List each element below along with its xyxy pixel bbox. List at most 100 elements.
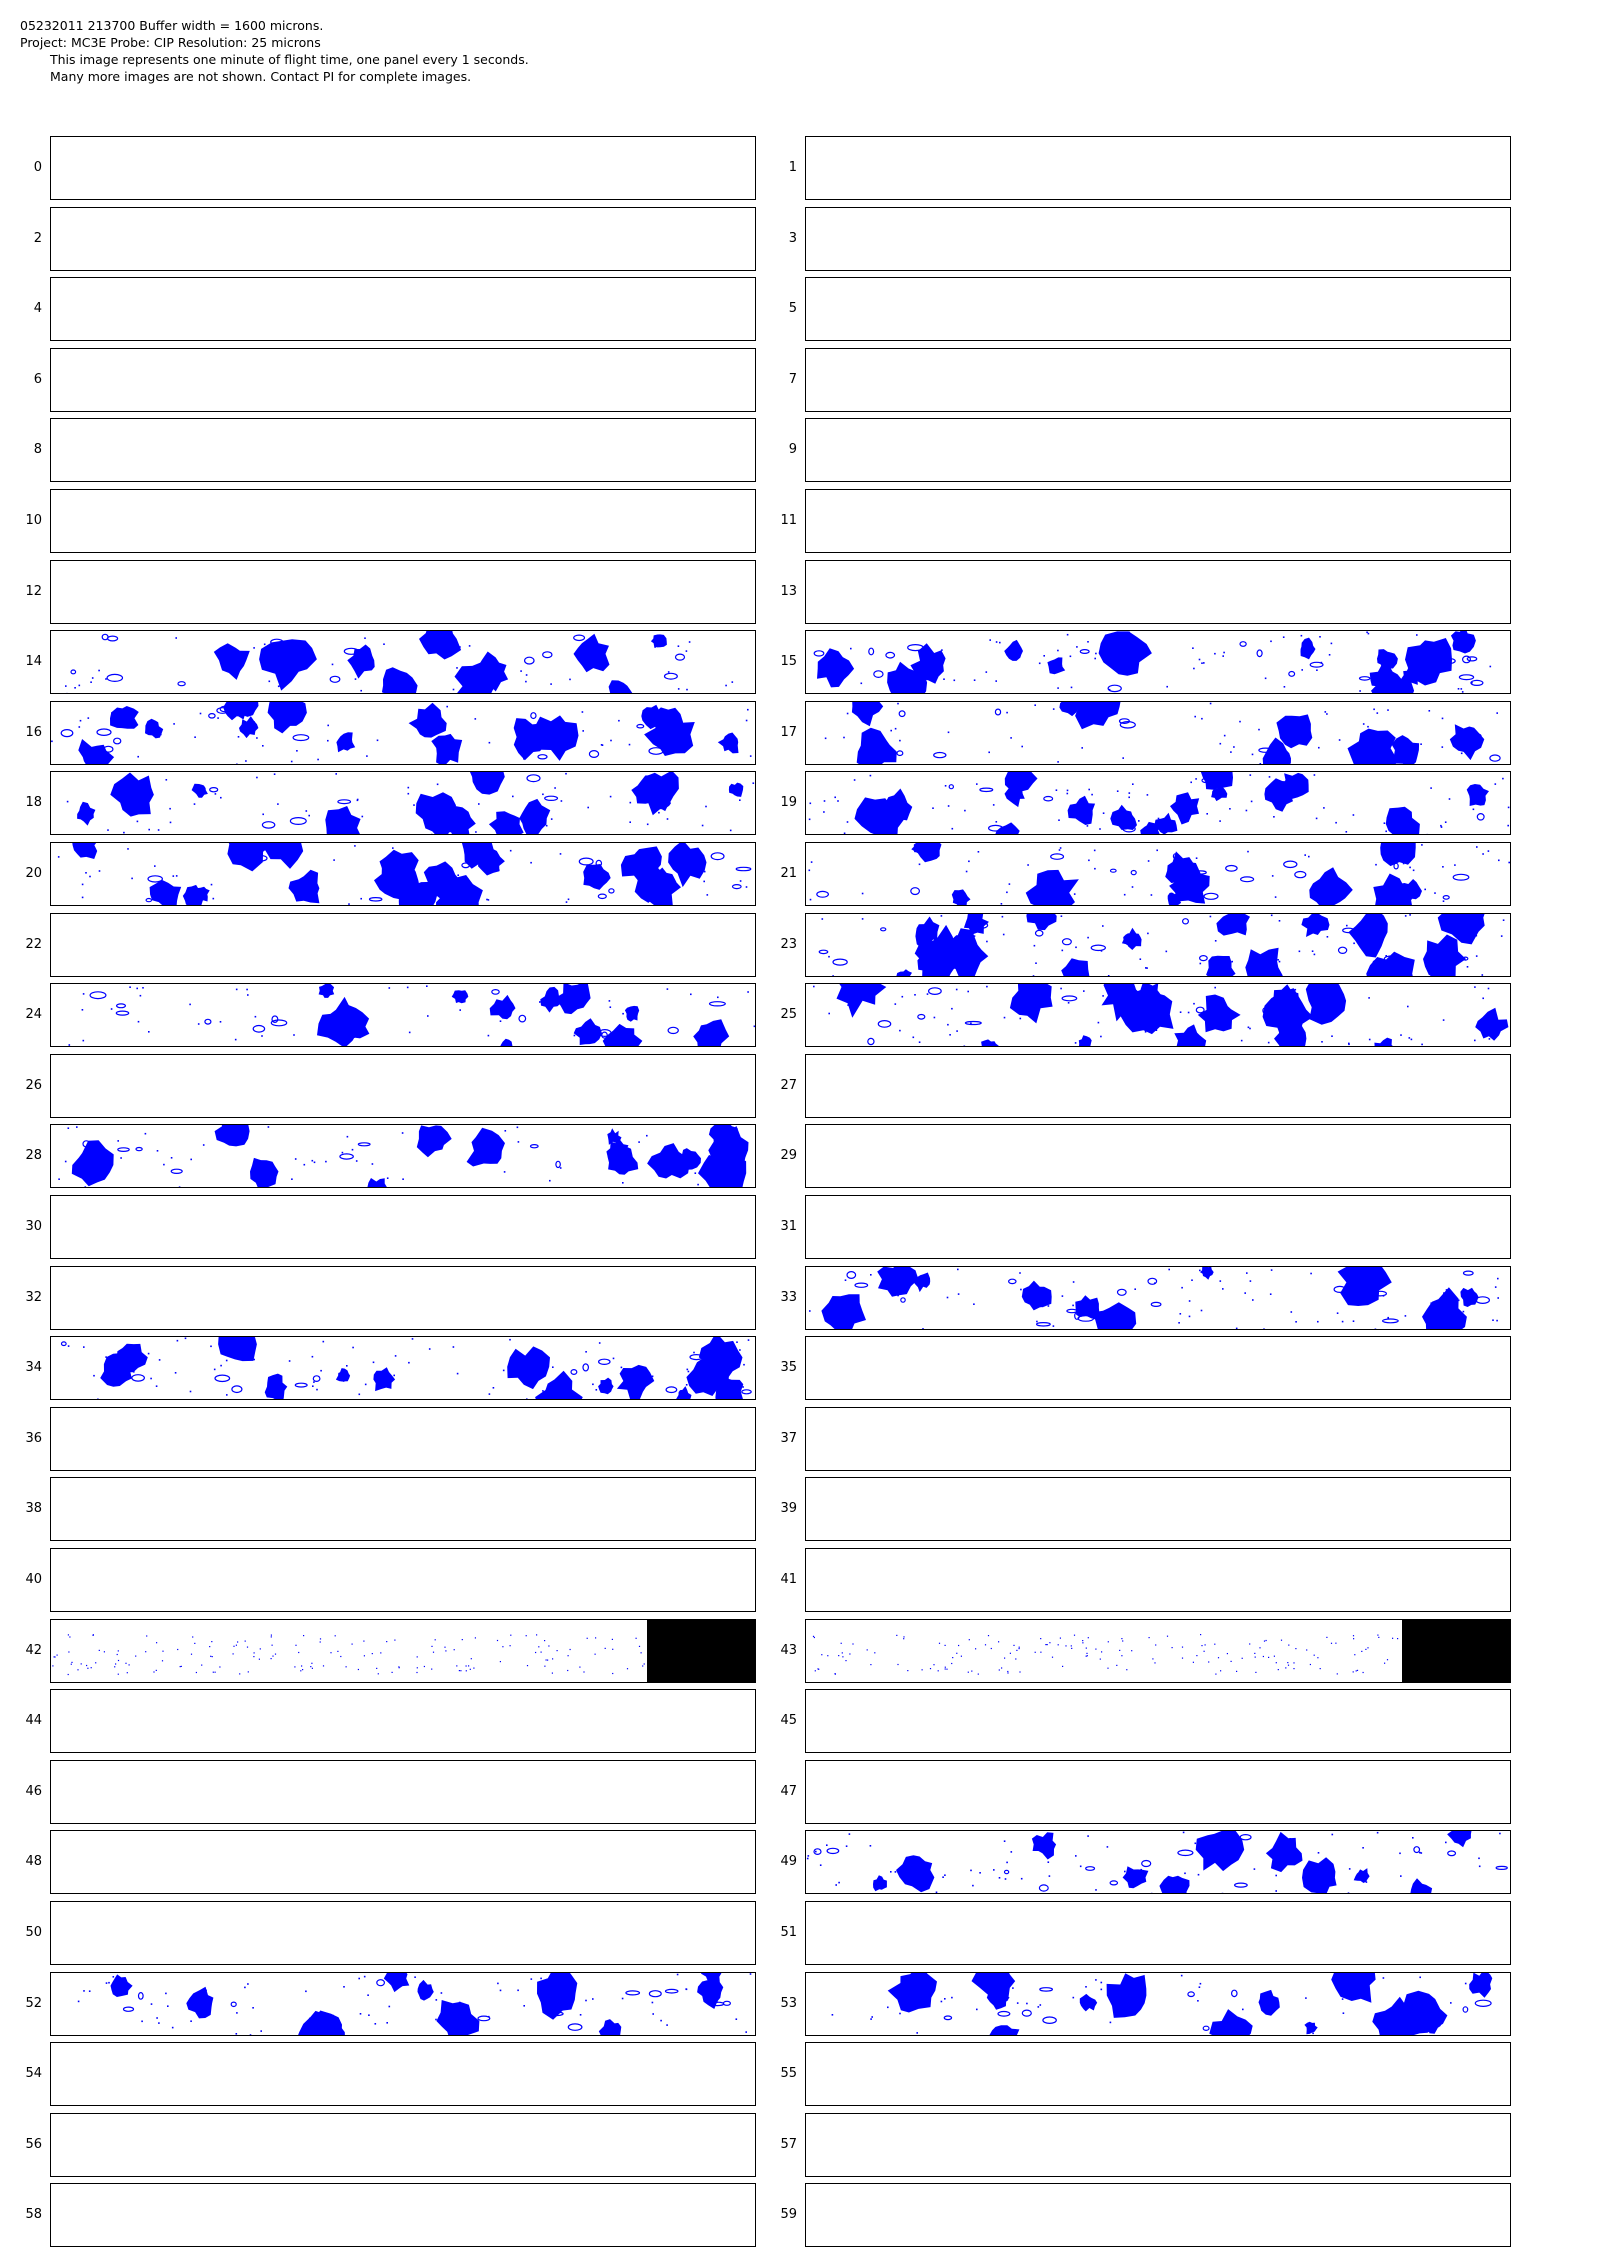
speck: [351, 1020, 353, 1023]
speck: [492, 1387, 495, 1389]
speck: [968, 1639, 970, 1641]
speck: [90, 681, 92, 683]
speck: [927, 1883, 929, 1885]
speck: [372, 1361, 375, 1364]
speck: [604, 1647, 606, 1649]
speck: [552, 1366, 554, 1368]
speck: [562, 1981, 564, 1983]
speck: [976, 2008, 978, 2011]
speck: [1471, 681, 1473, 684]
speck: [1128, 792, 1131, 794]
particle: [1449, 724, 1485, 761]
image-panel: [50, 1266, 756, 1330]
speck: [416, 1671, 418, 1674]
speck: [77, 1669, 79, 1671]
speck: [601, 744, 604, 746]
particle: [1167, 892, 1182, 905]
speck: [1315, 817, 1318, 820]
speck: [888, 803, 890, 806]
particle: [367, 1178, 387, 1187]
speck: [899, 739, 901, 742]
speck: [949, 1034, 951, 1036]
speck: [335, 773, 337, 775]
speck: [496, 1639, 499, 1642]
speck: [1166, 685, 1168, 688]
speck: [569, 678, 571, 681]
speck: [567, 898, 570, 901]
speck: [1019, 1272, 1021, 1274]
speck: [635, 1637, 637, 1639]
speck: [298, 1651, 300, 1654]
speck: [860, 682, 863, 685]
panel-label: 55: [780, 2066, 797, 2081]
speck: [354, 678, 357, 680]
speck: [1006, 891, 1008, 894]
ring-particle: [873, 670, 884, 678]
speck: [1215, 1673, 1217, 1675]
speck: [1057, 1644, 1059, 1646]
particle: [1122, 1866, 1149, 1889]
particle: [1031, 1832, 1057, 1860]
speck: [1396, 895, 1399, 897]
ring-particle: [651, 788, 663, 795]
speck: [137, 1020, 140, 1023]
speck: [993, 1869, 995, 1871]
speck: [1131, 652, 1134, 655]
speck: [958, 1644, 960, 1647]
speck: [1414, 2005, 1416, 2008]
speck: [592, 1383, 594, 1386]
image-panel: [50, 1619, 756, 1683]
speck: [972, 1884, 974, 1887]
panel-label: 13: [780, 584, 797, 599]
speck: [1139, 1881, 1142, 1883]
ring-particle: [1309, 661, 1324, 668]
speck: [334, 1635, 336, 1637]
ring-particle: [608, 888, 615, 894]
speck: [1040, 1651, 1042, 1653]
speck: [1420, 1852, 1423, 1854]
particle: [318, 984, 335, 998]
ring-particle: [131, 1374, 145, 1382]
speck: [1255, 1671, 1257, 1673]
speck: [1338, 739, 1341, 741]
speck: [235, 2033, 238, 2035]
particle: [851, 702, 884, 727]
speck: [1020, 1877, 1023, 1880]
speck: [512, 795, 514, 798]
speck: [520, 670, 522, 672]
speck: [940, 2000, 943, 2003]
speck: [713, 1998, 715, 2000]
particle: [540, 986, 564, 1013]
speck: [989, 639, 991, 641]
speck: [1008, 883, 1011, 885]
speck: [1199, 1269, 1201, 1272]
speck: [874, 1652, 876, 1654]
speck: [311, 1159, 314, 1162]
particle: [443, 806, 476, 834]
speck: [703, 870, 706, 873]
speck: [374, 2023, 377, 2025]
particle: [650, 634, 667, 648]
speck: [986, 940, 988, 943]
speck: [1181, 1657, 1184, 1659]
speck: [1230, 1660, 1232, 1662]
speck: [1180, 1974, 1183, 1977]
particle-image: [51, 702, 752, 764]
speck: [416, 1656, 418, 1658]
particle: [887, 1973, 937, 2013]
speck: [277, 803, 279, 805]
speck: [416, 1667, 418, 1669]
ring-particle: [1294, 870, 1307, 879]
panel-label: 32: [25, 1290, 42, 1305]
speck: [600, 744, 603, 746]
speck: [1169, 1002, 1172, 1004]
speck: [393, 672, 396, 675]
ring-particle: [636, 723, 645, 729]
speck: [749, 1973, 752, 1975]
speck: [1194, 715, 1196, 718]
speck: [845, 1845, 848, 1847]
speck: [1154, 1662, 1156, 1664]
speck: [408, 1031, 411, 1034]
speck: [752, 782, 755, 784]
panel-label: 47: [780, 1784, 797, 1799]
